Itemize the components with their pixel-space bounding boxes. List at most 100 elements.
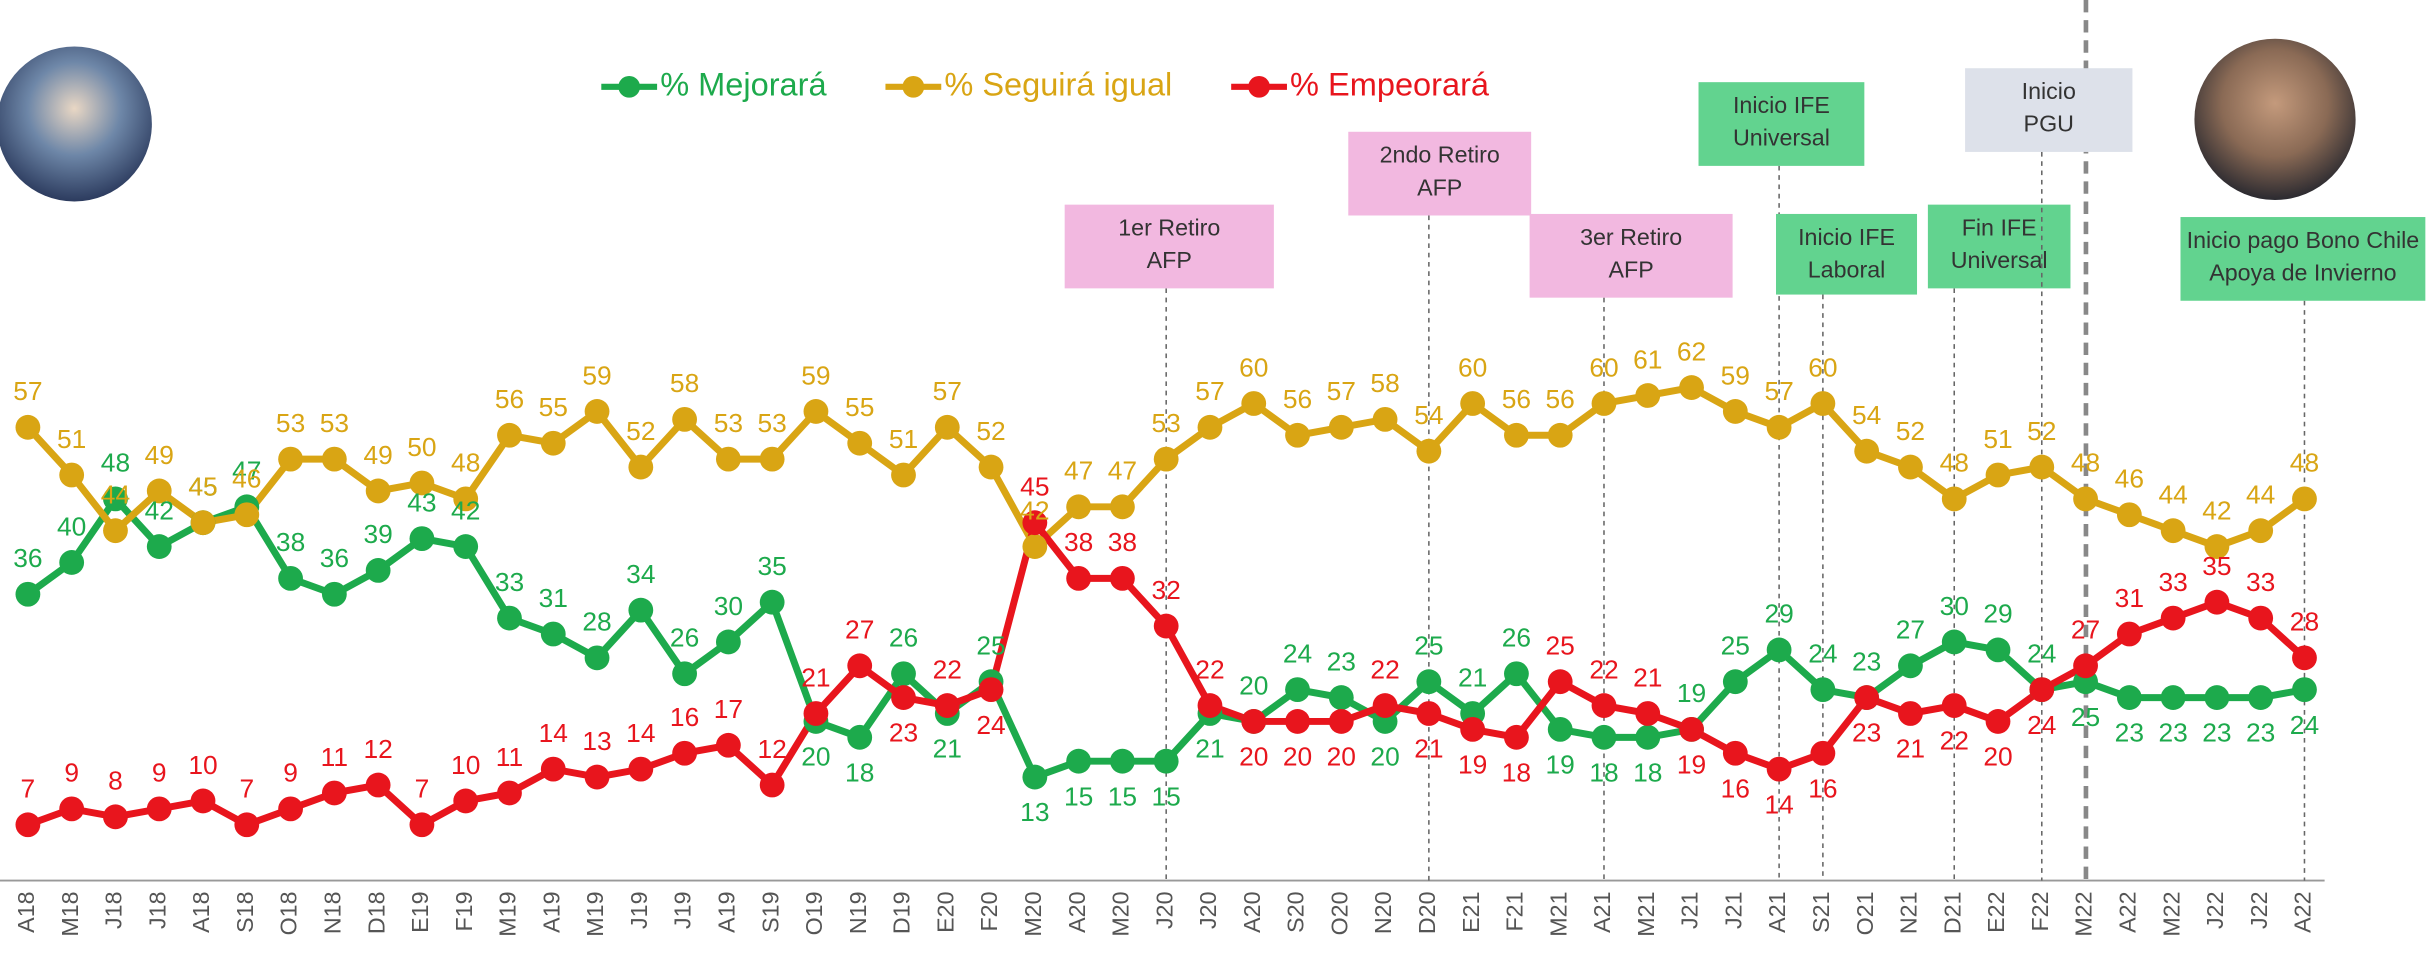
value-label: 49 bbox=[363, 440, 392, 470]
value-label: 53 bbox=[714, 408, 743, 438]
data-point bbox=[1679, 716, 1704, 742]
data-point bbox=[59, 550, 85, 575]
value-label: 42 bbox=[145, 495, 174, 525]
annotation-text: Apoya de Invierno bbox=[2209, 260, 2396, 286]
annotation-text: Laboral bbox=[1808, 256, 1886, 282]
value-label: 22 bbox=[1195, 654, 1224, 684]
x-tick-label: A20 bbox=[1064, 891, 1090, 932]
value-label: 21 bbox=[1195, 734, 1224, 764]
value-label: 46 bbox=[2115, 464, 2144, 494]
x-tick-label: O18 bbox=[276, 891, 302, 935]
annotation: Inicio IFE Laboral bbox=[1776, 213, 1918, 881]
value-label: 52 bbox=[2027, 416, 2056, 446]
x-tick-label: N21 bbox=[1896, 891, 1922, 934]
value-label: 15 bbox=[1064, 781, 1093, 811]
value-label: 25 bbox=[976, 631, 1005, 661]
value-label: 59 bbox=[1721, 360, 1750, 390]
data-point bbox=[1460, 716, 1486, 742]
data-point bbox=[103, 486, 128, 512]
annotation-text: AFP bbox=[1147, 247, 1192, 273]
data-point bbox=[891, 685, 916, 710]
annotation-text: 2ndo Retiro bbox=[1380, 142, 1500, 168]
data-point bbox=[409, 812, 435, 838]
data-point bbox=[628, 454, 654, 480]
data-point bbox=[891, 462, 916, 488]
legend-label: % Seguirá igual bbox=[944, 66, 1172, 102]
data-point bbox=[1022, 510, 1048, 536]
data-point bbox=[1547, 669, 1573, 695]
data-point bbox=[1722, 740, 1748, 766]
x-tick-label: A21 bbox=[1589, 891, 1615, 932]
value-label: 23 bbox=[1327, 646, 1356, 676]
value-label: 9 bbox=[152, 758, 167, 788]
x-tick-label: M20 bbox=[1108, 891, 1134, 936]
data-point bbox=[2292, 677, 2317, 703]
value-label: 20 bbox=[1983, 742, 2012, 772]
x-tick-label: J18 bbox=[101, 891, 127, 929]
value-label: 7 bbox=[239, 774, 254, 804]
value-label: 7 bbox=[415, 774, 430, 804]
x-tick-label: O21 bbox=[1852, 891, 1878, 935]
value-label: 55 bbox=[539, 392, 568, 422]
value-label: 19 bbox=[1677, 750, 1706, 780]
data-point bbox=[15, 581, 41, 607]
data-point bbox=[672, 740, 697, 766]
data-point bbox=[803, 701, 829, 726]
value-label: 18 bbox=[1502, 757, 1531, 787]
value-label: 22 bbox=[1940, 726, 1969, 756]
value-label: 16 bbox=[670, 702, 699, 732]
data-point bbox=[409, 470, 435, 496]
data-point bbox=[847, 430, 873, 456]
data-point bbox=[1591, 693, 1617, 718]
value-label: 36 bbox=[320, 543, 349, 573]
x-tick-label: M19 bbox=[582, 891, 608, 936]
x-tick-label: A20 bbox=[1239, 891, 1265, 932]
value-label: 14 bbox=[539, 718, 568, 748]
value-label: 12 bbox=[758, 734, 787, 764]
x-tick-label: M22 bbox=[2071, 891, 2097, 936]
data-point bbox=[1591, 724, 1617, 750]
data-point bbox=[1591, 391, 1617, 416]
value-label: 27 bbox=[2071, 615, 2100, 645]
value-label: 53 bbox=[320, 408, 349, 438]
annotation-text: AFP bbox=[1417, 174, 1462, 200]
x-tick-label: O19 bbox=[801, 891, 827, 935]
value-label: 61 bbox=[1633, 344, 1662, 374]
x-tick-label: J18 bbox=[144, 891, 170, 929]
x-tick-label: A22 bbox=[2114, 891, 2140, 932]
value-label: 47 bbox=[1064, 456, 1093, 486]
x-tick-label: F22 bbox=[2027, 891, 2053, 931]
x-tick-label: N19 bbox=[845, 891, 871, 934]
value-label: 27 bbox=[1896, 615, 1925, 645]
data-point bbox=[2248, 605, 2274, 631]
value-label: 53 bbox=[758, 408, 787, 438]
value-label: 35 bbox=[758, 551, 787, 581]
data-point bbox=[365, 772, 391, 798]
legend-label: % Mejorará bbox=[660, 66, 827, 102]
x-tick-label: M21 bbox=[1633, 891, 1659, 936]
value-label: 44 bbox=[2246, 480, 2275, 510]
value-label: 21 bbox=[933, 734, 962, 764]
data-point bbox=[2248, 518, 2274, 544]
value-label: 42 bbox=[1020, 495, 1049, 525]
value-label: 21 bbox=[1896, 734, 1925, 764]
data-point bbox=[1460, 391, 1486, 416]
value-label: 22 bbox=[1370, 654, 1399, 684]
x-tick-label: D19 bbox=[889, 891, 915, 934]
data-point bbox=[1416, 701, 1442, 726]
data-point bbox=[1941, 486, 1967, 512]
data-point bbox=[497, 422, 522, 448]
data-point bbox=[584, 764, 610, 790]
data-point bbox=[759, 446, 785, 472]
value-label: 19 bbox=[1546, 750, 1575, 780]
value-label: 33 bbox=[2158, 567, 2187, 597]
value-label: 25 bbox=[1414, 631, 1443, 661]
value-label: 34 bbox=[626, 559, 655, 589]
value-label: 45 bbox=[188, 472, 217, 502]
value-label: 24 bbox=[1808, 638, 1837, 668]
value-label: 62 bbox=[1677, 336, 1706, 366]
data-point bbox=[1416, 669, 1442, 695]
value-label: 59 bbox=[582, 360, 611, 390]
x-tick-label: J19 bbox=[626, 891, 652, 929]
x-tick-label: A22 bbox=[2290, 891, 2316, 932]
